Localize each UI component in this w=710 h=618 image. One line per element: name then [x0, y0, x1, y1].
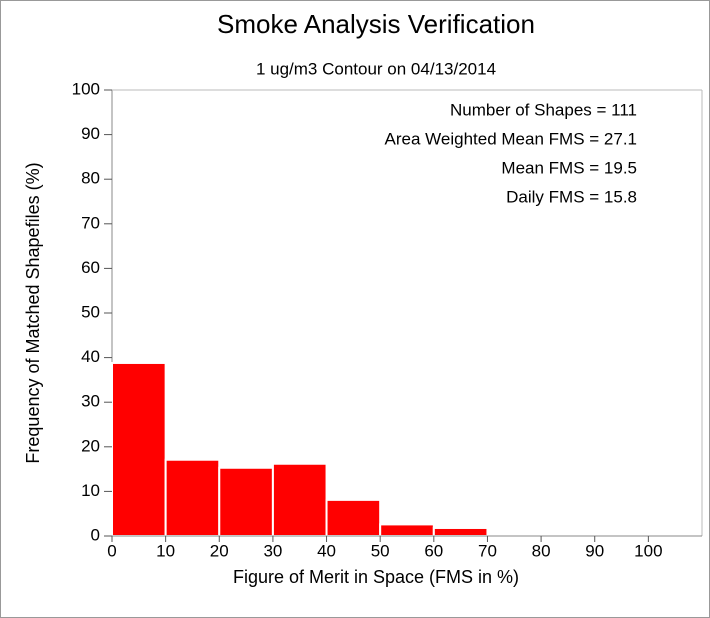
y-tick-label: 0: [91, 525, 100, 544]
x-tick-label: 0: [107, 541, 116, 560]
x-tick-label: 50: [371, 541, 390, 560]
chart-title: Smoke Analysis Verification: [217, 9, 535, 39]
x-tick-label: 100: [634, 541, 662, 560]
bar: [271, 462, 328, 537]
y-tick-label: 80: [81, 169, 100, 188]
x-tick-label: 90: [585, 541, 604, 560]
x-axis-label: Figure of Merit in Space (FMS in %): [233, 567, 519, 587]
chart-subtitle: 1 ug/m3 Contour on 04/13/2014: [256, 59, 496, 78]
y-tick-label: 20: [81, 436, 100, 455]
y-tick-label: 60: [81, 258, 100, 277]
x-tick-label: 70: [478, 541, 497, 560]
x-tick-label: 20: [210, 541, 229, 560]
y-axis-label: Frequency of Matched Shapefiles (%): [23, 162, 43, 463]
bar: [218, 466, 274, 537]
x-tick-label: 60: [424, 541, 443, 560]
y-tick-label: 30: [81, 392, 100, 411]
annotation: Number of Shapes = 111: [450, 100, 637, 119]
annotation: Mean FMS = 19.5: [501, 158, 637, 177]
annotation: Area Weighted Mean FMS = 27.1: [385, 129, 637, 148]
bar: [325, 498, 382, 537]
y-tick-label: 90: [81, 124, 100, 143]
x-tick-label: 40: [317, 541, 336, 560]
x-tick-label: 30: [263, 541, 282, 560]
annotation: Daily FMS = 15.8: [506, 187, 637, 206]
y-tick-label: 100: [72, 79, 100, 98]
x-tick-label: 80: [532, 541, 551, 560]
bar: [379, 523, 435, 537]
y-tick-label: 10: [81, 481, 100, 500]
y-tick-label: 50: [81, 302, 100, 321]
bar: [432, 526, 489, 537]
x-tick-label: 10: [156, 541, 175, 560]
bar: [164, 458, 221, 538]
y-tick-label: 70: [81, 213, 100, 232]
bar: [111, 361, 167, 537]
y-tick-label: 40: [81, 347, 100, 366]
